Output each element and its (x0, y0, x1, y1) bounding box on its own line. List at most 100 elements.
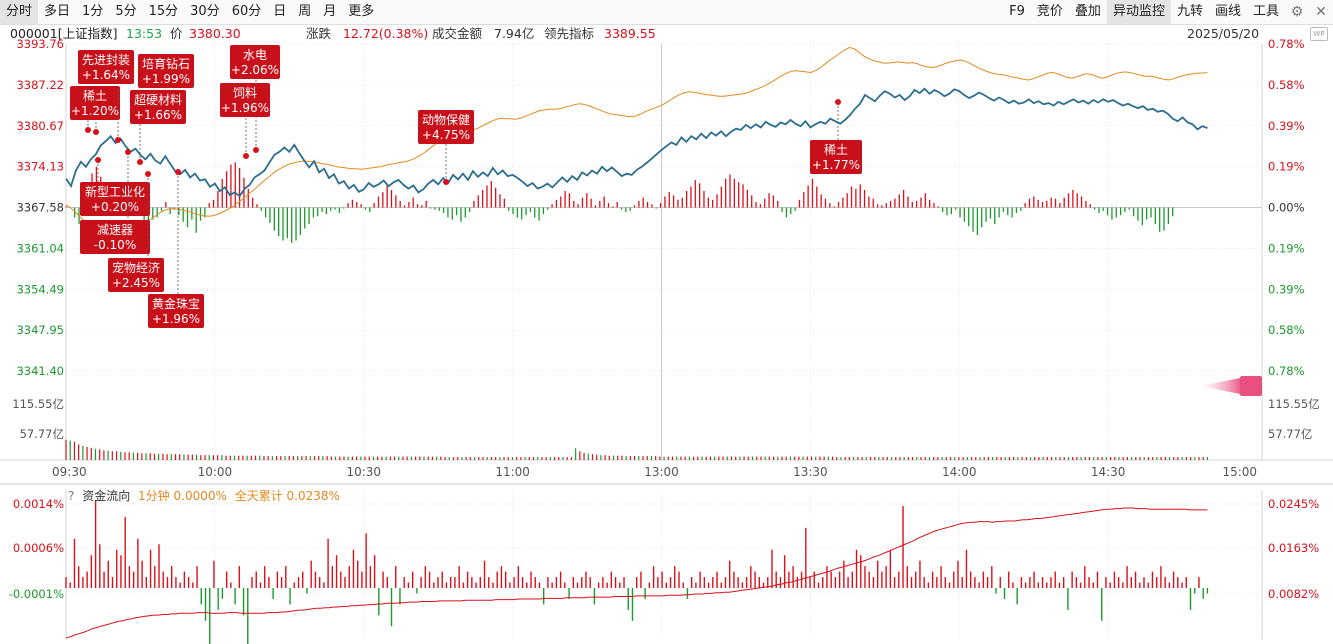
annotation-box (220, 83, 270, 117)
tool-tab-2[interactable]: 叠加 (1074, 4, 1101, 19)
annotation-box (138, 54, 194, 88)
annotation-label: 动物保健+4.75% (418, 110, 474, 144)
tab-7[interactable]: 日 (273, 4, 287, 19)
tool-tab-5[interactable]: 画线 (1214, 4, 1241, 19)
annotation-dot (175, 169, 181, 175)
tab-3[interactable]: 5分 (115, 4, 137, 19)
volume-axis-label: 57.77亿 (20, 427, 64, 441)
tab-5[interactable]: 30分 (190, 4, 220, 19)
tab-2[interactable]: 1分 (82, 4, 104, 19)
tool-tab-6[interactable]: 工具 (1252, 4, 1279, 19)
pct-axis-label: 0.58% (1268, 78, 1305, 92)
price-axis-label: 3347.95 (16, 323, 64, 337)
time-axis-label: 14:30 (1091, 465, 1126, 479)
amount-label: 成交金额 (432, 26, 483, 41)
annotation-name: 培育钻石 (142, 56, 190, 71)
help-icon[interactable]: ? (68, 489, 75, 503)
annotation-name: 饲料 (233, 86, 257, 100)
tab-1[interactable]: 多日 (44, 4, 71, 19)
annotation-pct: +2.45% (112, 276, 160, 290)
annotation-pct: +1.96% (221, 101, 269, 115)
time-axis-label: 09:30 (52, 465, 87, 479)
annotation-dot (115, 137, 121, 143)
annotation-dot (125, 149, 131, 155)
wp-badge[interactable]: WP (1310, 27, 1328, 41)
annotation-label: 宠物经济+2.45% (108, 258, 164, 292)
annotation-label: 黄金珠宝+1.96% (148, 294, 204, 328)
time-axis-label: 15:00 (1222, 465, 1257, 479)
tab-9[interactable]: 月 (323, 4, 337, 19)
price-axis-label: 3393.76 (16, 37, 64, 51)
annotation-pct: +1.64% (82, 68, 130, 82)
time-axis-label: 11:00 (495, 465, 530, 479)
change-value: 12.72(0.38%) (343, 26, 429, 41)
tab-4[interactable]: 15分 (148, 4, 179, 19)
tool-tabs: F9 竞价 叠加 异动监控 九转 画线 工具 ⚙ ✕ (1003, 0, 1333, 24)
annotation-name: 稀土 (83, 89, 107, 103)
annotation-pct: +0.20% (91, 200, 139, 214)
annotation-dot (145, 171, 151, 177)
change-label: 涨跌 (306, 26, 332, 41)
price-line (65, 87, 1208, 198)
tool-tab-4[interactable]: 九转 (1176, 4, 1203, 19)
annotation-label: 先进封装+1.64% (78, 50, 134, 84)
annotation-name: 宠物经济 (112, 260, 160, 275)
annotation-dot (243, 153, 249, 159)
annotation-box (80, 220, 150, 254)
flow-axis-label: -0.0001% (9, 587, 64, 601)
annotation-name: 超硬材料 (134, 92, 182, 107)
gear-icon[interactable]: ⚙ (1290, 4, 1304, 20)
period-tabs: 分时 多日 1分 5分 15分 30分 60分日周月更多 (0, 0, 380, 24)
price-label: 价 (170, 26, 183, 41)
annotation-pct: +1.20% (71, 104, 119, 118)
annotation-label: 饲料+1.96% (220, 83, 270, 117)
price-axis-label: 3380.67 (16, 119, 64, 133)
flow-legend-title: 资金流向 (82, 489, 131, 503)
annotation-label: 稀土+1.20% (70, 86, 120, 120)
time-axis-label: 10:00 (198, 465, 233, 479)
tool-tab-1[interactable]: 竞价 (1036, 4, 1063, 19)
drag-handle[interactable] (1240, 376, 1262, 396)
pct-axis-label: 0.39% (1268, 282, 1305, 296)
annotation-label: 减速器-0.10% (80, 220, 150, 254)
annotation-name: 减速器 (97, 223, 133, 237)
avg-price-line (65, 46, 1208, 240)
tab-8[interactable]: 周 (298, 4, 312, 19)
tool-tab-3[interactable]: 异动监控 (1106, 0, 1171, 24)
annotation-label: 稀土+1.77% (810, 140, 862, 174)
lead-label: 领先指标 (544, 26, 595, 41)
tool-tab-0[interactable]: F9 (1009, 4, 1025, 19)
tab-6[interactable]: 60分 (231, 4, 262, 19)
quote-date: 2025/05/20 (1187, 26, 1260, 41)
tab-0[interactable]: 分时 (0, 0, 39, 24)
annotation-name: 稀土 (824, 143, 848, 157)
close-icon[interactable]: ✕ (1315, 4, 1327, 20)
annotation-pct: +1.96% (152, 312, 200, 326)
annotation-pct: +1.77% (812, 158, 860, 172)
annotation-box (108, 258, 164, 292)
period-toolbar: 分时 多日 1分 5分 15分 30分 60分日周月更多 F9 竞价 叠加 异动监控 九转 画线 工具 ⚙… (0, 0, 1333, 25)
quote-time: 13:53 (126, 26, 163, 41)
quote-infobar: 000001[上证指数] 13:53 价 3380.30 涨跌 12.72(0.… (0, 24, 1333, 44)
pct-axis-label: 0.78% (1268, 364, 1305, 378)
flow-legend-one-min: 1分钟 0.0000% (138, 489, 227, 503)
annotation-box (230, 45, 280, 79)
annotation-box (148, 294, 204, 328)
flow-cumulative-line (65, 507, 1208, 639)
amount-value: 7.94亿 (494, 26, 535, 41)
flow-axis-label-right: 0.0082% (1268, 587, 1319, 601)
annotation-box (80, 182, 150, 216)
pct-axis-label: 0.19% (1268, 241, 1305, 255)
annotation-dot (85, 127, 91, 133)
annotation-dot (443, 179, 449, 185)
flow-legend-cum: 全天累计 0.0238% (234, 489, 340, 503)
price-axis-label: 3387.22 (16, 78, 64, 92)
tab-10[interactable]: 更多 (348, 4, 375, 19)
pct-axis-label: 0.39% (1268, 119, 1305, 133)
volume-axis-label: 115.55亿 (12, 397, 64, 411)
annotation-dot (95, 157, 101, 163)
volume-axis-label-right: 57.77亿 (1268, 427, 1312, 441)
lead-value: 3389.55 (604, 26, 656, 41)
annotation-label: 超硬材料+1.66% (130, 90, 186, 124)
